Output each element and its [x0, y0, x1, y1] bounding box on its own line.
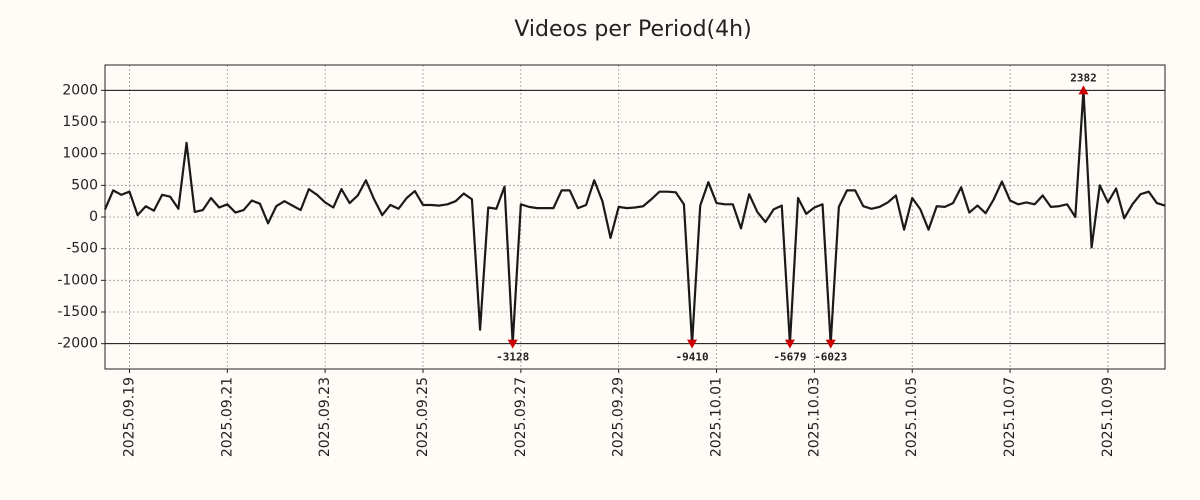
x-tick-label: 2025.10.07 — [1002, 377, 1018, 457]
outlier-label: -6023 — [814, 351, 847, 364]
x-tick-label: 2025.09.25 — [415, 377, 431, 457]
x-tick-label: 2025.09.23 — [317, 377, 333, 457]
x-tick-label: 2025.09.29 — [611, 377, 627, 457]
y-tick-label: 500 — [71, 177, 98, 193]
y-tick-label: -500 — [66, 241, 98, 257]
y-tick-label: -2000 — [57, 336, 98, 352]
outlier-label: -5679 — [773, 351, 806, 364]
y-tick-label: 2000 — [62, 82, 98, 98]
x-tick-label: 2025.09.21 — [219, 377, 235, 457]
y-tick-label: -1000 — [57, 272, 98, 288]
y-tick-label: 1500 — [62, 114, 98, 130]
outlier-marker — [687, 339, 698, 349]
grid — [105, 65, 1165, 369]
plot-marks — [103, 85, 1166, 349]
outlier-marker — [1078, 85, 1089, 95]
y-tick-label: 0 — [89, 209, 98, 225]
x-tick-label: 2025.10.05 — [904, 377, 920, 457]
x-tick-label: 2025.10.09 — [1100, 377, 1116, 457]
outlier-label: -3128 — [496, 351, 529, 364]
x-tick-label: 2025.10.01 — [709, 377, 725, 457]
axis-labels: -2000 -1500 -1000 -500 0 500 1000 1500 2000 2025.… — [57, 71, 1116, 457]
x-tick-label: 2025.09.19 — [121, 377, 137, 457]
y-tick-label: -1500 — [57, 304, 98, 320]
outlier-marker — [825, 339, 836, 349]
chart-title: Videos per Period(4h) — [514, 17, 751, 42]
outlier-marker — [784, 339, 795, 349]
outlier-label: -9410 — [676, 351, 709, 364]
x-tick-label: 2025.09.27 — [513, 377, 529, 457]
x-tick-label: 2025.10.03 — [806, 377, 822, 457]
data-line — [103, 89, 1166, 345]
y-tick-label: 1000 — [62, 146, 98, 162]
outlier-marker — [507, 339, 518, 349]
outlier-label: 2382 — [1070, 71, 1097, 84]
